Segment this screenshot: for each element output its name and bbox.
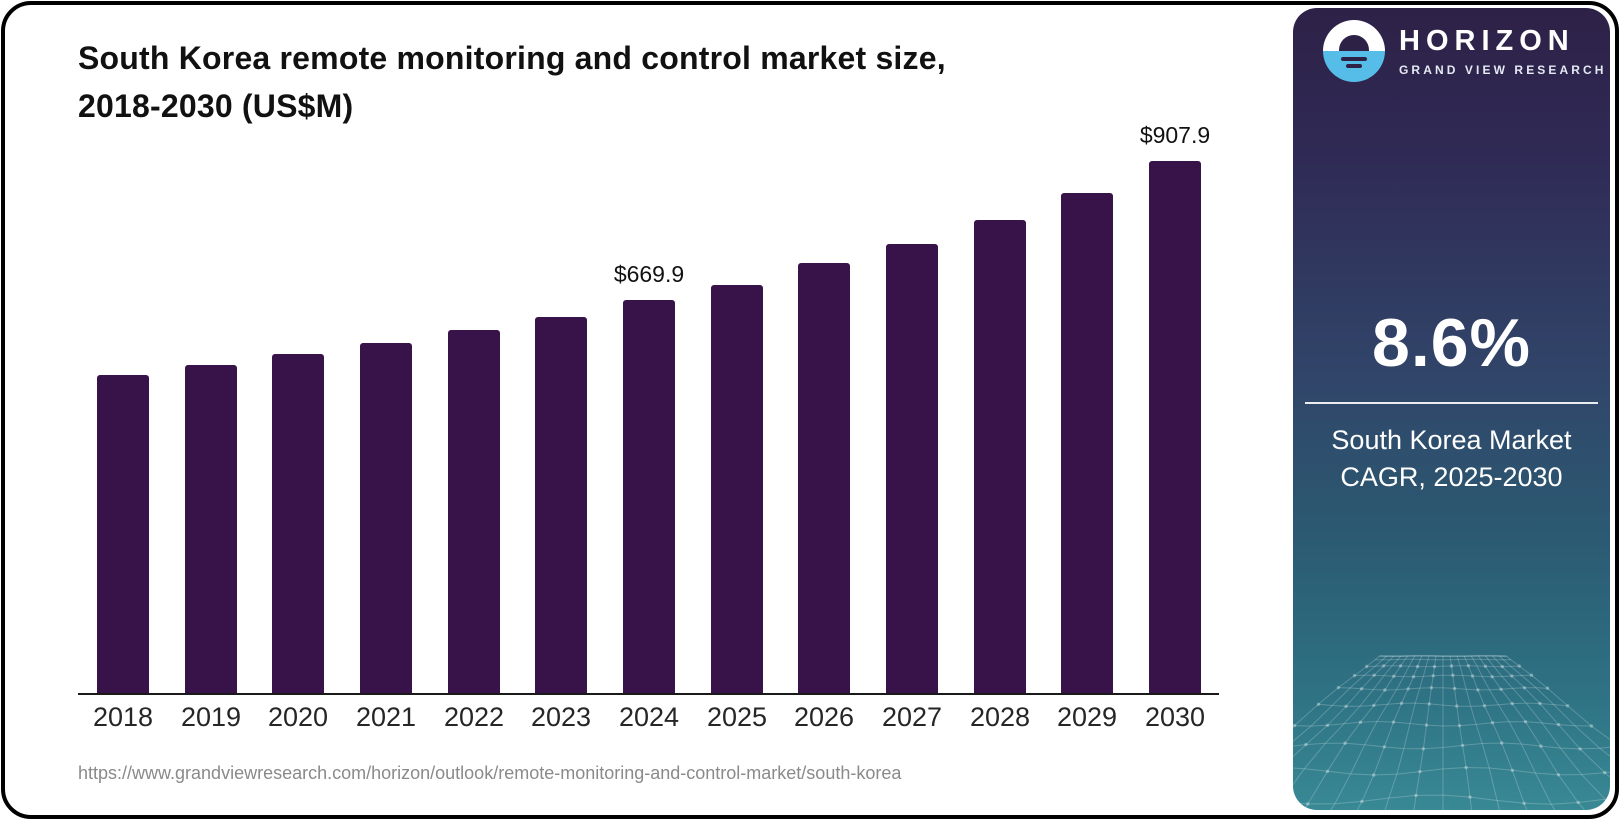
x-axis-label-2027: 2027 xyxy=(881,702,943,732)
data-label-2024: $669.9 xyxy=(613,261,685,287)
x-axis-label-2029: 2029 xyxy=(1056,702,1118,732)
wave-line-icon xyxy=(1346,64,1362,68)
x-axis-label-2030: 2030 xyxy=(1144,702,1206,732)
cagr-value: 8.6% xyxy=(1372,305,1531,381)
x-axis-label-2018: 2018 xyxy=(92,702,154,732)
brand-subtitle: GRAND VIEW RESEARCH xyxy=(1399,63,1607,77)
x-axis-label-2022: 2022 xyxy=(443,702,505,732)
x-axis-label-2025: 2025 xyxy=(706,702,768,732)
bar-2023 xyxy=(535,317,587,693)
x-axis-label-2026: 2026 xyxy=(793,702,855,732)
bar-2021 xyxy=(360,343,412,693)
cagr-label-line1: South Korea Market xyxy=(1331,425,1572,455)
bar-2022 xyxy=(448,330,500,693)
x-axis-label-2019: 2019 xyxy=(180,702,242,732)
wave-line-icon xyxy=(1341,57,1367,61)
brand-name: HORIZON xyxy=(1399,25,1575,57)
brand-logo-row: HORIZON GRAND VIEW RESEARCH xyxy=(1323,20,1607,82)
bar-2028 xyxy=(974,220,1026,693)
x-axis-label-2024: 2024 xyxy=(618,702,680,732)
plot-area: 2018 2019 2020 2021 2022 2023 2024 $669.9 2025 20… xyxy=(78,122,1219,732)
brand-text: HORIZON GRAND VIEW RESEARCH xyxy=(1399,25,1607,77)
sidebar-panel: HORIZON GRAND VIEW RESEARCH 8.6% South K… xyxy=(1293,8,1610,810)
mesh-pattern xyxy=(1293,655,1610,810)
horizon-logo-icon xyxy=(1323,20,1385,82)
x-axis-label-2028: 2028 xyxy=(969,702,1031,732)
bar-2025 xyxy=(711,285,763,693)
bar-2026 xyxy=(798,263,850,693)
chart-title: South Korea remote monitoring and contro… xyxy=(78,34,1128,130)
bar-2027 xyxy=(886,244,938,693)
bar-2030 xyxy=(1149,161,1201,693)
x-axis-label-2020: 2020 xyxy=(267,702,329,732)
sun-icon xyxy=(1339,35,1369,51)
bar-2020 xyxy=(272,354,324,693)
data-label-2030: $907.9 xyxy=(1139,122,1211,148)
x-axis-label-2023: 2023 xyxy=(530,702,592,732)
bar-2018 xyxy=(97,375,149,693)
chart-title-line2: 2018-2030 (US$M) xyxy=(78,88,354,124)
bar-2024 xyxy=(623,300,675,693)
bar-2029 xyxy=(1061,193,1113,693)
x-axis-line xyxy=(78,693,1219,695)
stat-divider xyxy=(1305,402,1598,404)
cagr-label: South Korea Market CAGR, 2025-2030 xyxy=(1293,422,1610,496)
cagr-stat: 8.6% South Korea Market CAGR, 2025-2030 xyxy=(1293,304,1610,496)
bar-2019 xyxy=(185,365,237,693)
x-axis-label-2021: 2021 xyxy=(355,702,417,732)
cagr-label-line2: CAGR, 2025-2030 xyxy=(1340,462,1563,492)
chart-title-line1: South Korea remote monitoring and contro… xyxy=(78,40,946,76)
source-url: https://www.grandviewresearch.com/horizo… xyxy=(78,763,902,783)
